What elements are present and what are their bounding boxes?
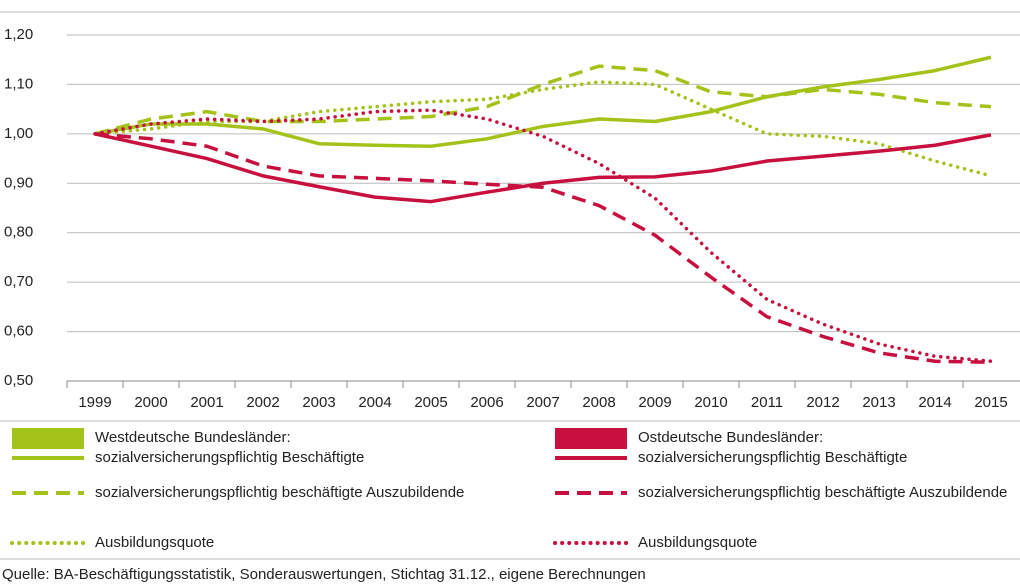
x-tick-label: 2008 (582, 394, 615, 411)
y-tick-label: 0,80 (4, 224, 33, 241)
series-line (94, 132, 992, 364)
x-tick-label: 2007 (526, 394, 559, 411)
x-tick-label: 2000 (134, 394, 167, 411)
legend-label: sozialversicherungspflichtig Beschäftigt… (95, 449, 365, 466)
x-tick-label: 2002 (246, 394, 279, 411)
legend-label: sozialversicherungspflichtig Beschäftigt… (638, 449, 908, 466)
x-tick-label: 2015 (974, 394, 1007, 411)
legend-label: sozialversicherungspflichtig beschäftigt… (638, 484, 1008, 501)
legend-group-swatch (12, 428, 84, 449)
series-line (94, 64, 992, 136)
series-line (93, 80, 993, 178)
y-tick-label: 1,00 (4, 125, 33, 142)
x-tick-label: 1999 (78, 394, 111, 411)
y-tick-label: 0,90 (4, 174, 33, 191)
x-tick-label: 2012 (806, 394, 839, 411)
y-tick-label: 0,50 (4, 372, 33, 389)
legend-group-title: Westdeutsche Bundesländer: (95, 429, 291, 446)
x-tick-label: 2004 (358, 394, 391, 411)
series-line (94, 55, 992, 148)
x-tick-label: 2013 (862, 394, 895, 411)
y-tick-label: 1,20 (4, 26, 33, 43)
y-tick-label: 1,10 (4, 75, 33, 92)
series-line (94, 132, 992, 204)
legend-label: Ausbildungsquote (638, 534, 758, 551)
series-line (93, 108, 993, 363)
legend-group-swatch (555, 428, 627, 449)
legend-group-title: Ostdeutsche Bundesländer: (638, 429, 824, 446)
y-tick-label: 0,70 (4, 273, 33, 290)
x-tick-label: 2001 (190, 394, 223, 411)
x-tick-label: 2011 (751, 394, 783, 411)
legend-label: Ausbildungsquote (95, 534, 215, 551)
legend-label: sozialversicherungspflichtig beschäftigt… (95, 484, 465, 501)
x-tick-label: 2010 (694, 394, 727, 411)
x-tick-label: 2003 (302, 394, 335, 411)
x-tick-label: 2006 (470, 394, 503, 411)
x-tick-label: 2009 (638, 394, 671, 411)
source: Quelle: BA-Beschäftigungsstatistik, Sond… (2, 566, 646, 583)
x-tick-label: 2005 (414, 394, 447, 411)
x-tick-label: 2014 (918, 394, 951, 411)
y-tick-label: 0,60 (4, 323, 33, 340)
